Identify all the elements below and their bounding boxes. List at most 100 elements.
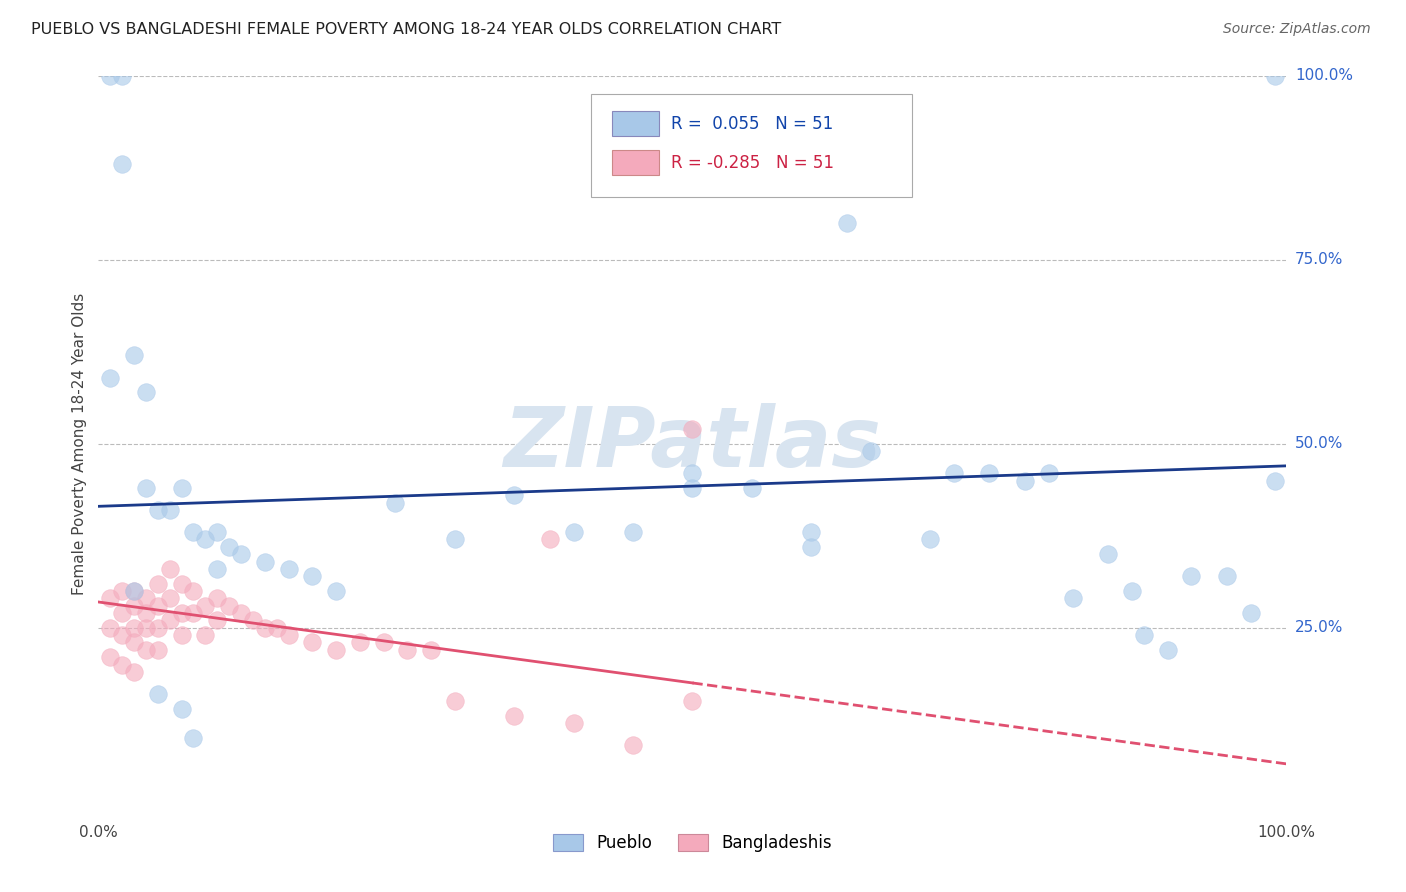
Point bbox=[194, 628, 217, 642]
Point bbox=[122, 599, 145, 613]
Point bbox=[159, 591, 181, 606]
Point bbox=[1097, 547, 1119, 561]
Point bbox=[562, 524, 585, 539]
Point bbox=[420, 642, 443, 657]
Point bbox=[444, 694, 467, 708]
Point bbox=[301, 569, 323, 583]
Point bbox=[159, 562, 181, 576]
Text: ZIPatlas: ZIPatlas bbox=[503, 403, 882, 484]
Point bbox=[253, 554, 276, 569]
Point bbox=[122, 635, 145, 649]
Point bbox=[277, 628, 299, 642]
Point bbox=[396, 642, 419, 657]
Point bbox=[1121, 584, 1143, 599]
Point bbox=[170, 481, 193, 495]
Point bbox=[122, 584, 145, 599]
Point bbox=[146, 503, 169, 517]
Point bbox=[621, 739, 644, 753]
Point bbox=[98, 69, 121, 83]
Point bbox=[1062, 591, 1084, 606]
Point bbox=[1180, 569, 1202, 583]
Text: 50.0%: 50.0% bbox=[1295, 436, 1343, 451]
Point bbox=[146, 599, 169, 613]
Point bbox=[325, 584, 347, 599]
Point bbox=[503, 488, 526, 502]
Point bbox=[218, 540, 240, 554]
Point bbox=[229, 547, 252, 561]
Point bbox=[859, 444, 882, 458]
Text: 100.0%: 100.0% bbox=[1295, 69, 1353, 83]
Point bbox=[266, 621, 288, 635]
Point bbox=[111, 157, 134, 171]
Point bbox=[800, 524, 823, 539]
Point bbox=[741, 481, 763, 495]
Point bbox=[170, 606, 193, 620]
Point bbox=[98, 370, 121, 384]
Point bbox=[170, 576, 193, 591]
Point bbox=[207, 524, 229, 539]
Point bbox=[135, 606, 157, 620]
Point bbox=[122, 665, 145, 679]
Point bbox=[183, 731, 205, 746]
FancyBboxPatch shape bbox=[592, 95, 912, 197]
Point bbox=[1264, 474, 1286, 488]
Point bbox=[170, 628, 193, 642]
Text: 25.0%: 25.0% bbox=[1295, 620, 1343, 635]
Point bbox=[159, 503, 181, 517]
Y-axis label: Female Poverty Among 18-24 Year Olds: Female Poverty Among 18-24 Year Olds bbox=[72, 293, 87, 595]
Point bbox=[135, 385, 157, 400]
Point bbox=[183, 606, 205, 620]
Point bbox=[253, 621, 276, 635]
Text: PUEBLO VS BANGLADESHI FEMALE POVERTY AMONG 18-24 YEAR OLDS CORRELATION CHART: PUEBLO VS BANGLADESHI FEMALE POVERTY AMO… bbox=[31, 22, 782, 37]
Point bbox=[1156, 642, 1178, 657]
Point bbox=[1014, 474, 1036, 488]
Point bbox=[98, 621, 121, 635]
Point bbox=[562, 716, 585, 731]
Point bbox=[135, 621, 157, 635]
Text: R =  0.055   N = 51: R = 0.055 N = 51 bbox=[671, 115, 834, 133]
Point bbox=[111, 584, 134, 599]
Point bbox=[1038, 466, 1060, 480]
Point bbox=[942, 466, 965, 480]
Point bbox=[277, 562, 299, 576]
Point bbox=[146, 576, 169, 591]
Point bbox=[111, 657, 134, 672]
Point bbox=[1216, 569, 1239, 583]
Point bbox=[122, 348, 145, 362]
Point bbox=[920, 533, 942, 547]
Point bbox=[373, 635, 395, 649]
Point bbox=[384, 496, 406, 510]
Point bbox=[242, 614, 264, 628]
Point bbox=[159, 614, 181, 628]
Text: Source: ZipAtlas.com: Source: ZipAtlas.com bbox=[1223, 22, 1371, 37]
FancyBboxPatch shape bbox=[612, 150, 659, 175]
Point bbox=[218, 599, 240, 613]
Point bbox=[135, 481, 157, 495]
Point bbox=[800, 540, 823, 554]
Point bbox=[122, 621, 145, 635]
Point bbox=[111, 69, 134, 83]
Point bbox=[1133, 628, 1156, 642]
Point bbox=[183, 524, 205, 539]
Text: R = -0.285   N = 51: R = -0.285 N = 51 bbox=[671, 153, 834, 171]
Point bbox=[111, 628, 134, 642]
Point bbox=[207, 562, 229, 576]
Point bbox=[194, 533, 217, 547]
Point bbox=[229, 606, 252, 620]
Point bbox=[621, 524, 644, 539]
Point bbox=[146, 642, 169, 657]
Point bbox=[194, 599, 217, 613]
Point bbox=[681, 694, 703, 708]
Point bbox=[207, 614, 229, 628]
Point bbox=[979, 466, 1001, 480]
Point bbox=[146, 621, 169, 635]
Point bbox=[503, 709, 526, 723]
Point bbox=[122, 584, 145, 599]
Point bbox=[1240, 606, 1263, 620]
Point bbox=[681, 466, 703, 480]
Point bbox=[135, 591, 157, 606]
Point bbox=[1264, 69, 1286, 83]
Point bbox=[681, 481, 703, 495]
Text: 75.0%: 75.0% bbox=[1295, 252, 1343, 268]
Point bbox=[835, 216, 858, 230]
